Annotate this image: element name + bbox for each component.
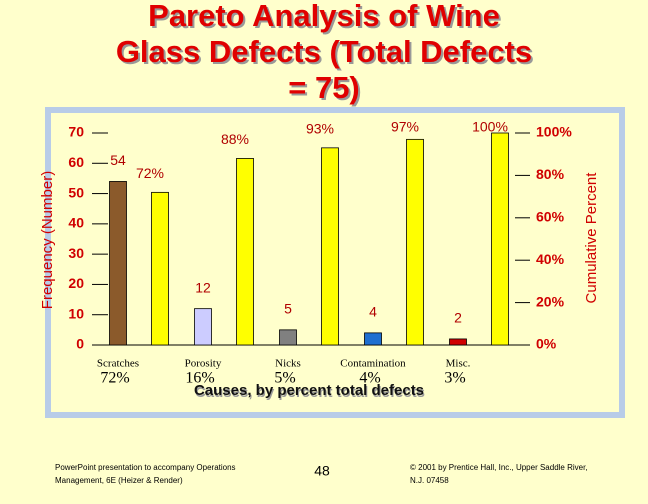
frequency-label: 12	[195, 279, 211, 295]
cumulative-label: 88%	[221, 131, 249, 147]
cumulative-label: 97%	[391, 119, 419, 135]
share-label: 4%	[359, 370, 380, 387]
y-tick-label: 70	[68, 124, 84, 140]
x-axis-label: Causes, by percent total defects	[194, 382, 424, 399]
y2-tick-label: 100%	[536, 124, 572, 140]
cumulative-label: 72%	[136, 165, 164, 181]
x-tick-label: Porosity	[185, 358, 222, 370]
y2-axis-label: Cumulative Percent	[583, 172, 600, 304]
y-tick-label: 10	[68, 305, 84, 321]
chart-title: = 75)	[288, 70, 360, 105]
footer-left: PowerPoint presentation to accompany Ope…	[55, 463, 236, 472]
frequency-bar	[364, 332, 382, 346]
cumulative-bar	[151, 191, 169, 346]
y-tick-label: 0	[76, 336, 84, 352]
title-shadow: = 75)	[290, 72, 362, 107]
page-number: 48	[314, 463, 330, 479]
y-tick-label: 60	[68, 154, 84, 170]
y2-tick-label: 0%	[536, 336, 557, 352]
cumulative-bar	[406, 138, 424, 346]
share-label: 16%	[185, 370, 214, 387]
frequency-label: 54	[110, 152, 126, 168]
x-tick-label: Contamination	[340, 358, 406, 370]
cumulative-bar	[236, 158, 254, 346]
title-shadow: Pareto Analysis of Wine	[150, 0, 502, 35]
y-tick-label: 50	[68, 184, 84, 200]
frequency-bar	[194, 308, 212, 346]
y-axis-label: Frequency (Number)	[39, 171, 56, 309]
x-tick-label: Nicks	[275, 358, 301, 370]
cumulative-bar	[491, 132, 509, 346]
y-tick-label: 30	[68, 245, 84, 261]
chart-title: Pareto Analysis of Wine	[148, 0, 500, 33]
y-tick-label: 20	[68, 275, 84, 291]
frequency-label: 2	[454, 310, 462, 326]
y-tick-label: 40	[68, 215, 84, 231]
cumulative-label: 93%	[306, 121, 334, 137]
chart-title: Glass Defects (Total Defects	[116, 34, 532, 69]
frequency-bar	[109, 181, 127, 346]
y2-tick-label: 20%	[536, 293, 565, 309]
cumulative-bar	[321, 147, 339, 346]
share-label: 5%	[274, 370, 295, 387]
footer-right: N.J. 07458	[410, 476, 449, 485]
y2-tick-label: 40%	[536, 251, 565, 267]
frequency-label: 5	[284, 301, 292, 317]
x-tick-label: Misc.	[446, 358, 471, 370]
frequency-bar	[449, 338, 467, 346]
x-tick-label: Scratches	[97, 358, 139, 370]
cumulative-label: 100%	[472, 119, 508, 135]
footer-right: © 2001 by Prentice Hall, Inc., Upper Sad…	[410, 463, 588, 472]
title-shadow: Glass Defects (Total Defects	[118, 36, 534, 71]
share-label: 3%	[444, 370, 465, 387]
share-label: 72%	[100, 370, 129, 387]
frequency-label: 4	[369, 304, 377, 320]
footer-left: Management, 6E (Heizer & Render)	[55, 476, 183, 485]
y2-tick-label: 60%	[536, 209, 565, 225]
x-label-shadow: Causes, by percent total defects	[195, 384, 425, 401]
frequency-bar	[279, 329, 297, 346]
y2-tick-label: 80%	[536, 166, 565, 182]
